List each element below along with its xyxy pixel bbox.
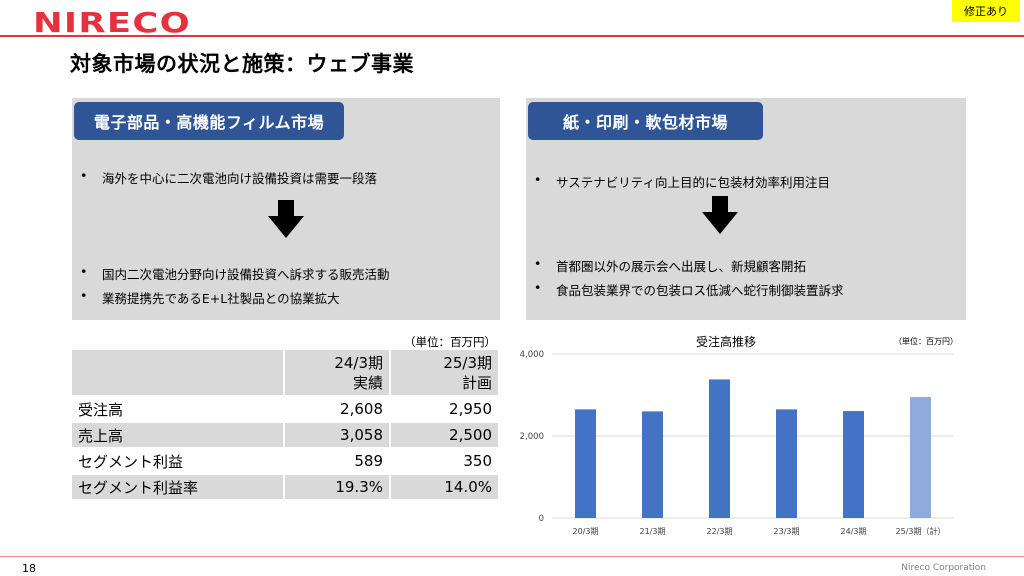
table-unit: （単位：百万円） [404, 335, 496, 349]
header-divider [0, 35, 1024, 37]
header-cell-fy25: 25/3期 計画 [389, 350, 498, 397]
bullet-dot: • [534, 172, 542, 187]
revision-badge: 修正あり [952, 0, 1020, 22]
bullet-text: 首都圏以外の展示会へ出展し、新規顧客開拓 [556, 259, 807, 274]
bar-3 [776, 409, 797, 518]
table-row: 売上高 3,058 2,500 [72, 422, 498, 449]
x-tick-label: 25/3期（計） [896, 526, 946, 536]
bullet-dot: • [80, 168, 88, 183]
electronic-film-market-panel: 電子部品・高機能フィルム市場 • 海外を中心に二次電池向け設備投資は需要一段落 … [72, 98, 500, 320]
header-period: 25/3期 [443, 353, 492, 372]
header-type: 計画 [461, 373, 492, 392]
bullet-item: • 業務提携先であるE+L社製品との協業拡大 [80, 288, 340, 307]
bar-2 [709, 379, 730, 518]
bullet-item: • 海外を中心に二次電池向け設備投資は需要一段落 [80, 168, 377, 187]
chart-unit: （単位：百万円） [894, 336, 958, 346]
row-label: 売上高 [72, 422, 284, 449]
row-value-fy25: 2,500 [389, 422, 498, 449]
bullet-item: • サステナビリティ向上目的に包装材効率利用注目 [534, 172, 830, 191]
nireco-logo: NIRECO [33, 8, 191, 34]
y-tick-label: 4,000 [520, 350, 544, 360]
bar-1 [642, 411, 663, 518]
down-arrow-icon [268, 200, 304, 238]
row-label: 受注高 [72, 396, 284, 423]
header-empty-cell [72, 350, 284, 397]
row-value-fy24: 589 [283, 448, 390, 475]
bar-4 [843, 411, 864, 518]
table-row: 受注高 2,608 2,950 [72, 396, 498, 423]
footer-divider [0, 556, 1024, 557]
bar-5 [910, 397, 931, 518]
chart-labels: 0 2,000 4,000 20/3期 21/3期 22/3期 23/3期 24/3期 25/3… [520, 350, 946, 536]
bullet-text: サステナビリティ向上目的に包装材効率利用注目 [556, 175, 831, 190]
bullet-dot: • [80, 288, 88, 303]
bullet-text: 海外を中心に二次電池向け設備投資は需要一段落 [102, 171, 378, 186]
x-tick-label: 20/3期 [573, 527, 599, 536]
row-label: セグメント利益 [72, 448, 284, 475]
page-number: 18 [22, 562, 36, 575]
down-arrow-icon [702, 196, 738, 234]
row-value-fy25: 350 [389, 448, 498, 475]
row-value-fy24: 3,058 [283, 422, 390, 449]
chart-title: 受注高推移 [696, 334, 756, 349]
y-tick-label: 0 [539, 514, 544, 524]
bullet-dot: • [534, 280, 542, 295]
table-row: セグメント利益率 19.3% 14.0% [72, 474, 498, 501]
row-value-fy25: 14.0% [389, 474, 498, 501]
table-header-row: 24/3期 実績 25/3期 計画 [72, 350, 498, 397]
bar-0 [575, 409, 596, 518]
x-tick-label: 23/3期 [774, 527, 800, 536]
bullet-dot: • [80, 264, 88, 279]
y-tick-label: 2,000 [520, 432, 544, 442]
header-type: 実績 [352, 373, 383, 392]
bullet-item: • 食品包装業界での包装ロス低減へ蛇行制御装置訴求 [534, 280, 844, 299]
bullet-text: 国内二次電池分野向け設備投資へ訴求する販売活動 [102, 267, 390, 282]
orders-bar-chart: 受注高推移 （単位：百万円） 0 2,000 4,000 20/3期 21/3期 22/3… [520, 334, 958, 536]
row-value-fy24: 2,608 [283, 396, 390, 423]
bullet-text: 食品包装業界での包装ロス低減へ蛇行制御装置訴求 [556, 283, 844, 298]
bullet-item: • 首都圏以外の展示会へ出展し、新規顧客開拓 [534, 256, 806, 275]
row-label: セグメント利益率 [72, 474, 284, 501]
paper-printing-market-panel: 紙・印刷・軟包材市場 • サステナビリティ向上目的に包装材効率利用注目 • 首都… [526, 98, 966, 320]
header-cell-fy24: 24/3期 実績 [283, 350, 390, 397]
x-tick-label: 22/3期 [707, 527, 733, 536]
x-tick-label: 21/3期 [640, 527, 666, 536]
chart-grid [552, 353, 954, 519]
panel-label: 紙・印刷・軟包材市場 [528, 102, 763, 140]
row-value-fy24: 19.3% [283, 474, 390, 501]
table-row: セグメント利益 589 350 [72, 448, 498, 475]
bullet-text: 業務提携先であるE+L社製品との協業拡大 [102, 291, 340, 306]
row-value-fy25: 2,950 [389, 396, 498, 423]
panel-label: 電子部品・高機能フィルム市場 [74, 102, 344, 140]
x-tick-label: 24/3期 [841, 527, 867, 536]
chart-bars [575, 379, 931, 518]
financial-table: 24/3期 実績 25/3期 計画 受注高 2,608 2,950 売上高 3,05… [72, 350, 498, 501]
bullet-dot: • [534, 256, 542, 271]
bullet-item: • 国内二次電池分野向け設備投資へ訴求する販売活動 [80, 264, 390, 283]
page-title: 対象市場の状況と施策：ウェブ事業 [70, 52, 414, 76]
corporation-name: Nireco Corporation [901, 563, 986, 573]
header-period: 24/3期 [334, 353, 383, 372]
logo-text: NIRECO [33, 8, 191, 34]
